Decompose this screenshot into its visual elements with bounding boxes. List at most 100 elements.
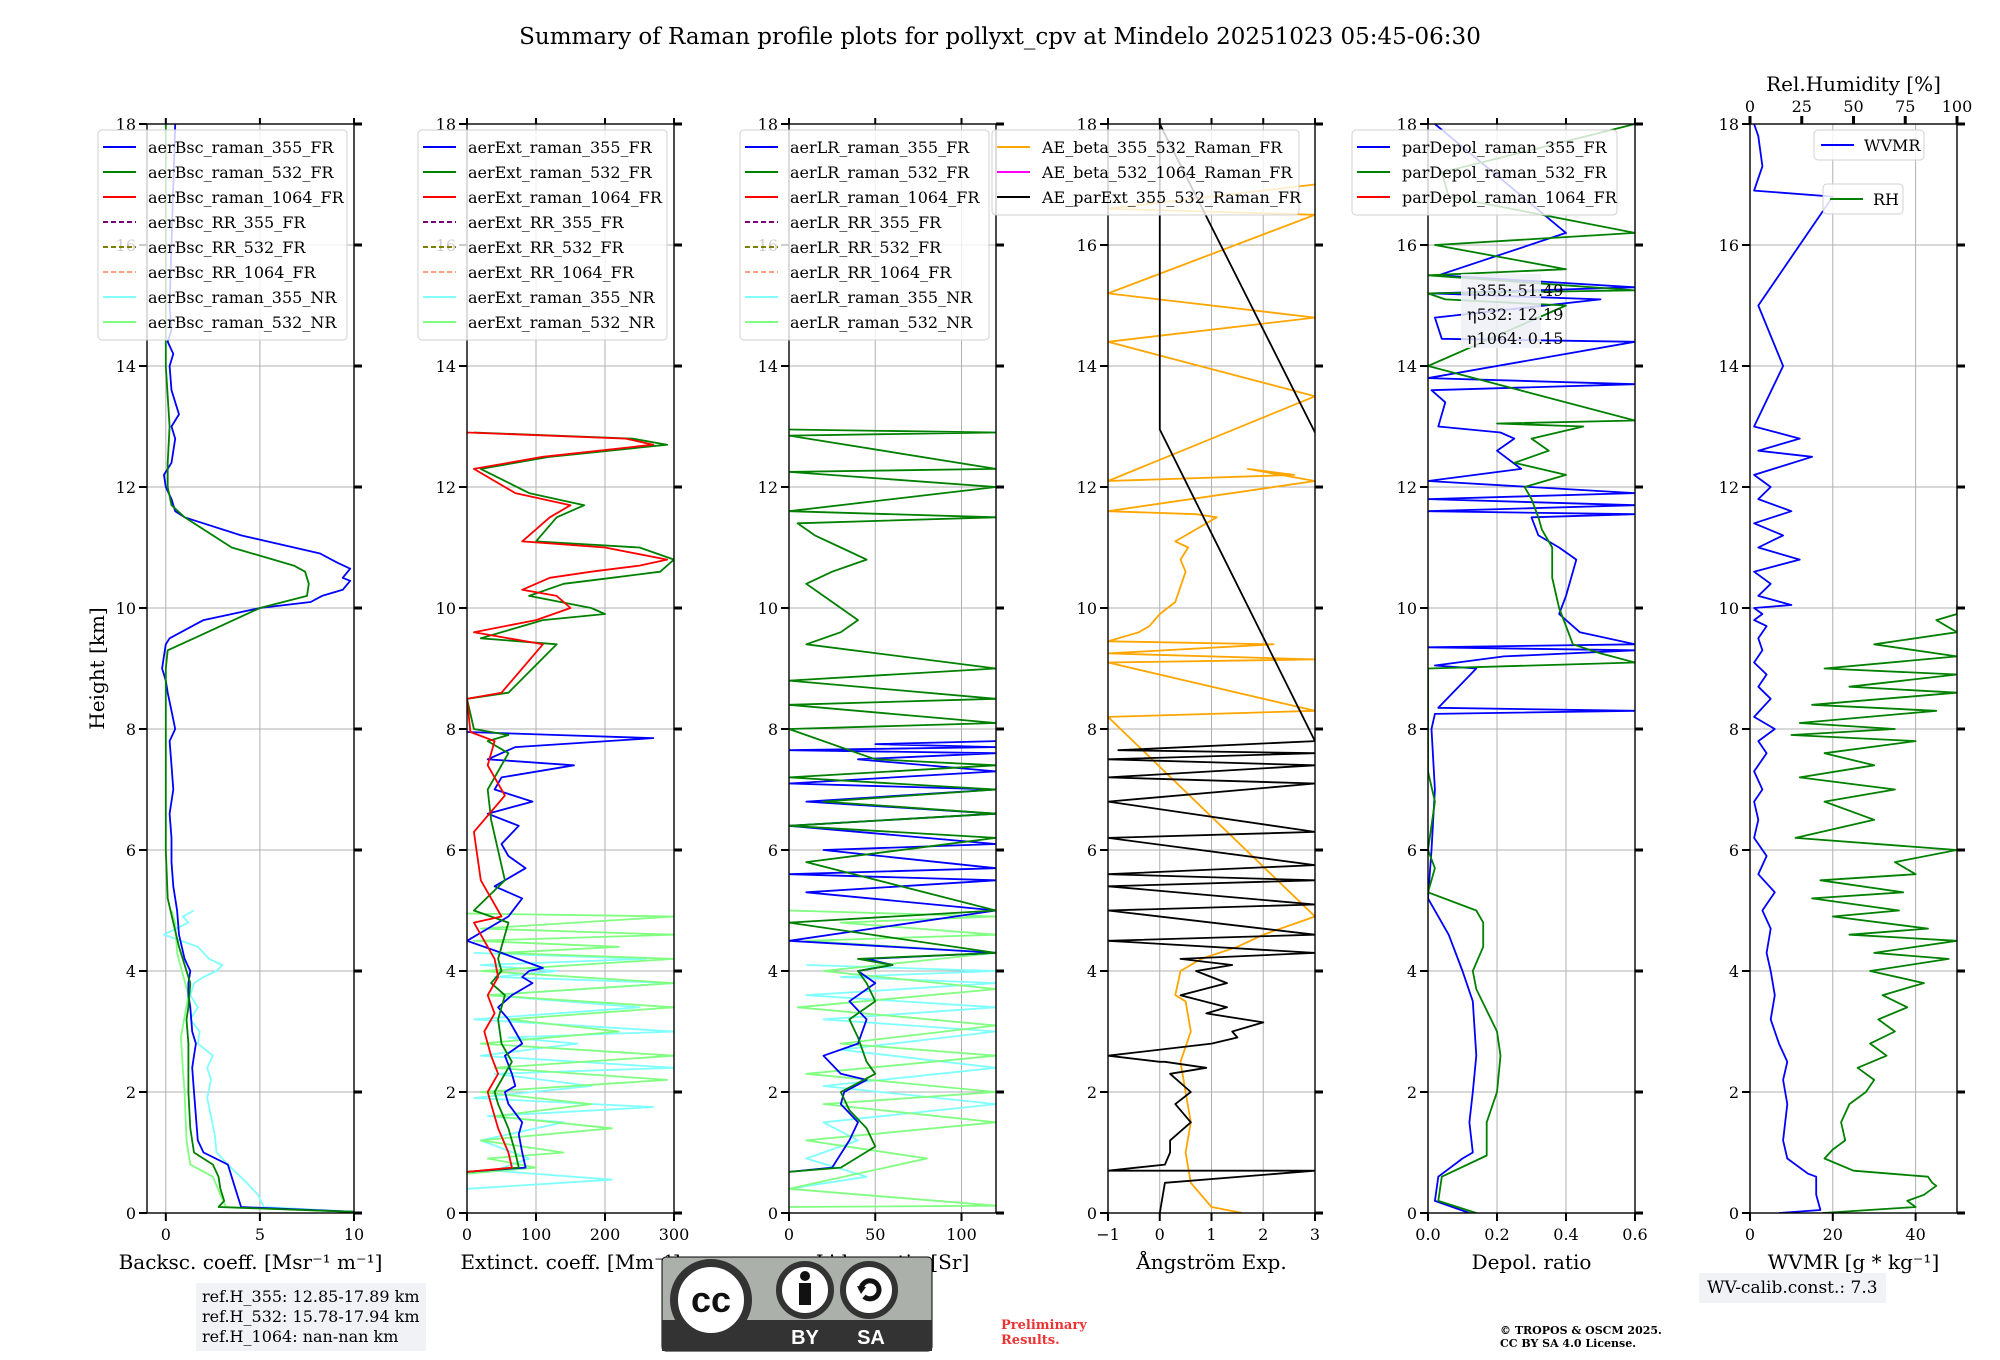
legend-frame bbox=[97, 129, 348, 341]
axes-frame bbox=[146, 123, 355, 1214]
y-tick-label: 2 bbox=[768, 1083, 778, 1102]
x2-tick-label: 100 bbox=[1942, 97, 1973, 116]
series-AE_parExt_355_532_Raman_FR bbox=[1108, 124, 1315, 1213]
ref-height-1064: ref.H_1064: nan-nan km bbox=[202, 1327, 399, 1346]
x-tick-label: 100 bbox=[946, 1225, 977, 1244]
x-tick-label: 0.6 bbox=[1622, 1225, 1647, 1244]
reference-heights-box: ref.H_355: 12.85-17.89 km ref.H_532: 15.… bbox=[196, 1283, 426, 1351]
x-tick-label: 50 bbox=[865, 1225, 885, 1244]
y-tick-label: 6 bbox=[1087, 841, 1097, 860]
y-tick-label: 6 bbox=[446, 841, 456, 860]
x-tick-label: 40 bbox=[1905, 1225, 1925, 1244]
y-tick-label: 8 bbox=[1087, 720, 1097, 739]
x-tick-label: 0.4 bbox=[1553, 1225, 1578, 1244]
y-axis-label: Height [km] bbox=[85, 607, 109, 729]
legend-label: AE_parExt_355_532_Raman_FR bbox=[1041, 188, 1302, 207]
y-tick-label: 12 bbox=[116, 478, 136, 497]
x-tick-label: 3 bbox=[1310, 1225, 1320, 1244]
annotation-box bbox=[1461, 274, 1541, 348]
legend: AE_beta_355_532_Raman_FR AE_beta_532_1064… bbox=[991, 129, 1302, 216]
y-tick-label: 0 bbox=[1407, 1204, 1417, 1223]
y-tick-label: 16 bbox=[1397, 236, 1417, 255]
legend-box-WVMR: WVMR bbox=[1813, 129, 1925, 161]
annotation-line: η355: 51.49 bbox=[1467, 281, 1563, 300]
legend-frame bbox=[739, 129, 990, 341]
figure-title: Summary of Raman profile plots for polly… bbox=[519, 24, 1481, 50]
series-aerBsc_raman_355_NR bbox=[162, 909, 354, 1213]
y-tick-label: 10 bbox=[116, 599, 136, 618]
y-tick-label: 18 bbox=[116, 115, 136, 134]
y-tick-label: 10 bbox=[1397, 599, 1417, 618]
series-parDepol_raman_532_FR bbox=[1428, 124, 1635, 1213]
legend-label: aerExt_RR_355_FR bbox=[468, 213, 625, 232]
legend-frame bbox=[991, 129, 1300, 216]
x-tick-label: 0 bbox=[161, 1225, 171, 1244]
x-axis-label: WVMR [g * kg⁻¹] bbox=[1768, 1250, 1940, 1274]
series-group bbox=[467, 431, 674, 1190]
y-tick-label: 2 bbox=[1407, 1083, 1417, 1102]
x-tick-label: 20 bbox=[1823, 1225, 1843, 1244]
y-tick-label: 4 bbox=[768, 962, 778, 981]
y-tick-label: 16 bbox=[1719, 236, 1739, 255]
x-tick-label: 0 bbox=[1155, 1225, 1165, 1244]
legend-label: aerLR_raman_532_FR bbox=[790, 163, 970, 182]
y-tick-label: 8 bbox=[768, 720, 778, 739]
y-tick-label: 8 bbox=[126, 720, 136, 739]
series-group bbox=[1753, 124, 1957, 1213]
x2-tick-label: 0 bbox=[1745, 97, 1755, 116]
ref-height-355: ref.H_355: 12.85-17.89 km bbox=[202, 1287, 420, 1306]
y-tick-label: 6 bbox=[1729, 841, 1739, 860]
legend-label: WVMR bbox=[1864, 136, 1921, 155]
series-group bbox=[789, 428, 996, 1208]
series-aerExt_raman_1064_FR bbox=[467, 431, 668, 1173]
legend-label: aerExt_raman_1064_FR bbox=[468, 188, 663, 207]
legend-label: aerLR_RR_532_FR bbox=[790, 238, 942, 257]
series-AE_beta_355_532_Raman_FR bbox=[1108, 183, 1315, 1213]
y-tick-label: 12 bbox=[1397, 478, 1417, 497]
legend-label: aerBsc_raman_355_FR bbox=[148, 138, 334, 157]
cc-icon-text: cc bbox=[691, 1279, 731, 1320]
y-tick-label: 4 bbox=[126, 962, 136, 981]
x-tick-label: 0.0 bbox=[1415, 1225, 1440, 1244]
legend-label: aerLR_RR_1064_FR bbox=[790, 263, 952, 282]
sa-icon bbox=[840, 1261, 898, 1319]
y-tick-label: 12 bbox=[436, 478, 456, 497]
y-tick-label: 14 bbox=[1077, 357, 1097, 376]
x-tick-label: 0 bbox=[1745, 1225, 1755, 1244]
legend-label: aerExt_RR_532_FR bbox=[468, 238, 625, 257]
y-tick-label: 12 bbox=[1077, 478, 1097, 497]
x-tick-label: 0 bbox=[462, 1225, 472, 1244]
legend-label: aerBsc_raman_355_NR bbox=[148, 288, 337, 307]
legend-label: aerExt_raman_532_FR bbox=[468, 163, 653, 182]
legend-label: aerBsc_raman_532_NR bbox=[148, 313, 337, 332]
y-tick-label: 0 bbox=[126, 1204, 136, 1223]
legend-frame bbox=[1351, 129, 1618, 216]
series-aerBsc_raman_532_FR bbox=[164, 124, 354, 1213]
y-tick-label: 0 bbox=[446, 1204, 456, 1223]
series-group bbox=[1108, 124, 1315, 1213]
panels: 0246810121416180510Backsc. coeff. [Msr⁻¹… bbox=[85, 72, 1972, 1274]
x-tick-label: 200 bbox=[590, 1225, 621, 1244]
legend-label: aerExt_raman_355_NR bbox=[468, 288, 656, 307]
y-tick-label: 14 bbox=[1719, 357, 1739, 376]
y-tick-label: 14 bbox=[436, 357, 456, 376]
axes-frame bbox=[1427, 123, 1636, 1214]
x-tick-label: 300 bbox=[659, 1225, 690, 1244]
legend-frame bbox=[1813, 129, 1925, 161]
legend-label: aerExt_raman_355_FR bbox=[468, 138, 653, 157]
x2-axis-label: Rel.Humidity [%] bbox=[1766, 72, 1941, 96]
cc-icon bbox=[670, 1259, 752, 1341]
y-tick-label: 2 bbox=[126, 1083, 136, 1102]
wv-calibration-box: WV-calib.const.: 7.3 bbox=[1699, 1273, 1886, 1303]
legend: aerBsc_raman_355_FR aerBsc_raman_532_FRae… bbox=[97, 129, 348, 341]
y-tick-label: 2 bbox=[446, 1083, 456, 1102]
x2-tick-label: 75 bbox=[1895, 97, 1915, 116]
copyright-note: © TROPOS & OSCM 2025. CC BY SA 4.0 Licen… bbox=[1500, 1324, 1662, 1350]
x-tick-label: 100 bbox=[521, 1225, 552, 1244]
series-aerExt_raman_355_FR bbox=[467, 731, 655, 1173]
y-tick-label: 14 bbox=[758, 357, 778, 376]
y-tick-label: 2 bbox=[1087, 1083, 1097, 1102]
x-tick-label: 2 bbox=[1258, 1225, 1268, 1244]
x2-tick-label: 25 bbox=[1792, 97, 1812, 116]
